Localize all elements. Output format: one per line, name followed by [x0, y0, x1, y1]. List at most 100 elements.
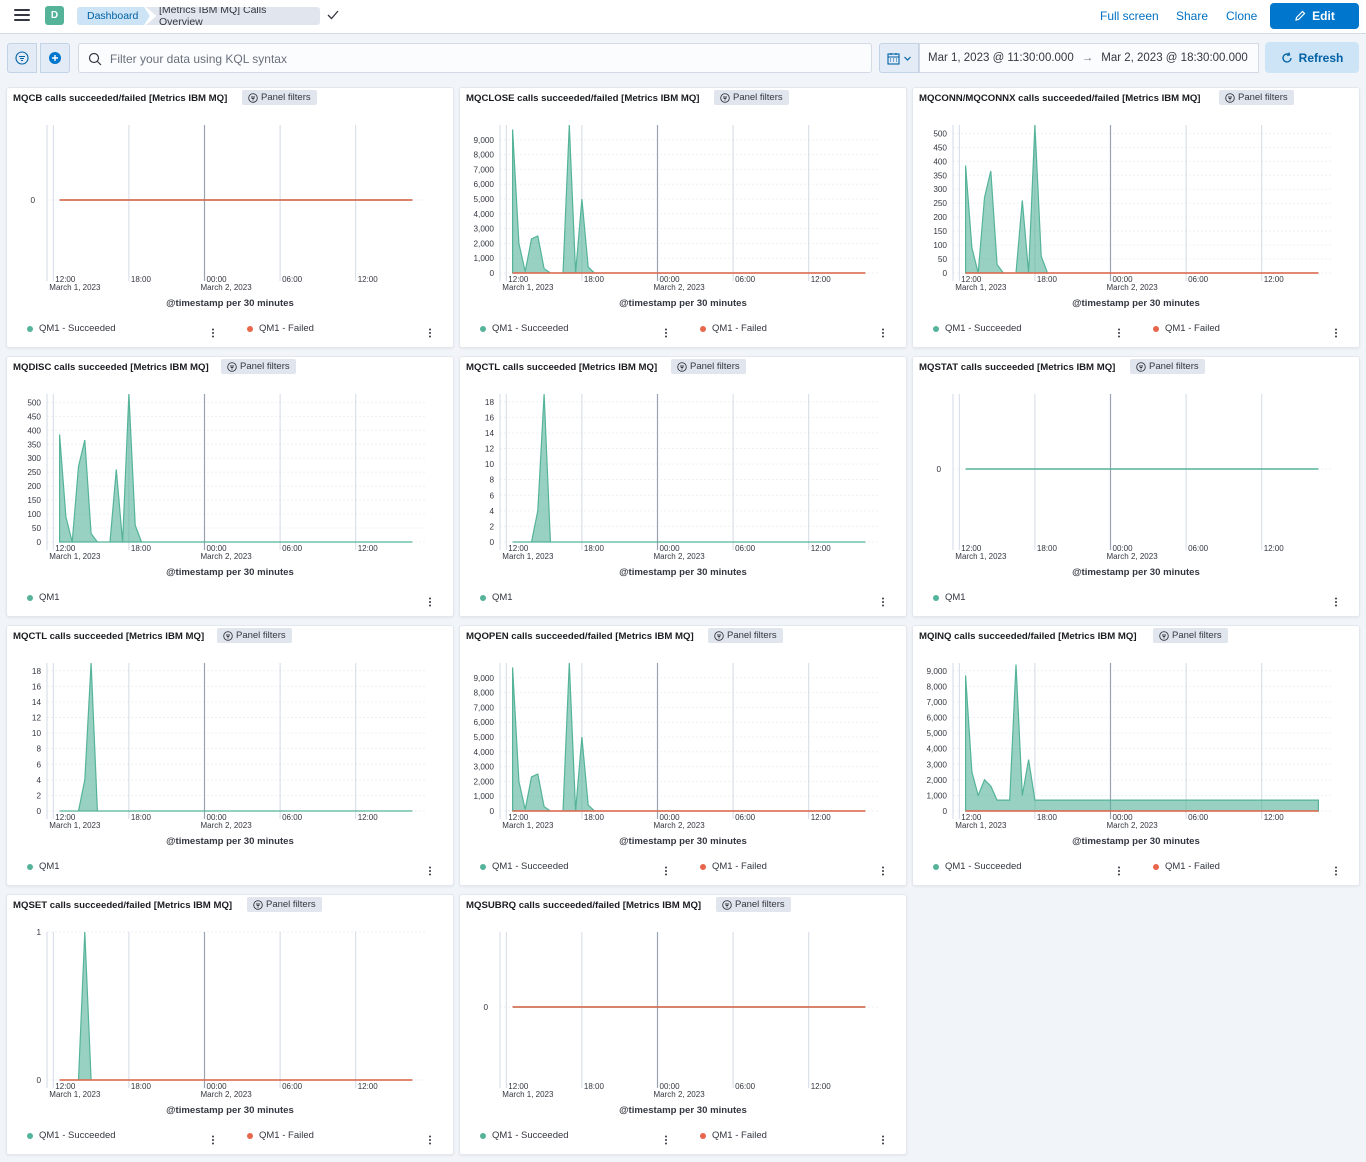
- series-area-succeeded[interactable]: [59, 931, 413, 1081]
- legend-options-kebab-icon[interactable]: [880, 863, 886, 876]
- x-subtick-label: March 2, 2023: [1107, 283, 1159, 292]
- x-tick-label: 12:00: [55, 544, 76, 553]
- y-tick-label: 0: [483, 1003, 488, 1012]
- legend-item-succeeded[interactable]: QM1: [933, 592, 966, 603]
- x-subtick-label: March 2, 2023: [1107, 552, 1159, 561]
- x-tick-label: 12:00: [811, 544, 832, 553]
- legend-label: QM1 - Failed: [712, 1130, 767, 1141]
- legend-options-kebab-icon[interactable]: [880, 325, 886, 338]
- legend-item-succeeded[interactable]: QM1 - Succeeded: [933, 861, 1022, 872]
- legend-options-kebab-icon[interactable]: [210, 325, 216, 338]
- legend-options-kebab-icon[interactable]: [880, 1132, 886, 1145]
- space-avatar[interactable]: D: [45, 6, 64, 25]
- legend-item-succeeded[interactable]: QM1 - Succeeded: [27, 323, 116, 334]
- refresh-button[interactable]: Refresh: [1265, 42, 1359, 73]
- y-tick-label: 9,000: [474, 674, 495, 683]
- y-tick-label: 100: [27, 510, 41, 519]
- legend-options-kebab-icon[interactable]: [663, 863, 669, 876]
- y-tick-label: 7,000: [927, 698, 948, 707]
- search-icon: [88, 52, 102, 66]
- panel-filters-badge[interactable]: Panel filters: [242, 90, 317, 105]
- legend-options-kebab-icon[interactable]: [1333, 863, 1339, 876]
- legend-options-kebab-icon[interactable]: [663, 325, 669, 338]
- y-tick-label: 2,000: [927, 776, 948, 785]
- panel-filters-badge[interactable]: Panel filters: [716, 897, 791, 912]
- x-tick-label: 12:00: [961, 275, 982, 284]
- legend-item-succeeded[interactable]: QM1 - Succeeded: [480, 323, 569, 334]
- x-subtick-label: March 2, 2023: [654, 1090, 706, 1099]
- panel-filters-label: Panel filters: [1238, 92, 1288, 103]
- legend-item-succeeded[interactable]: QM1: [27, 861, 60, 872]
- panel-filters-badge[interactable]: Panel filters: [671, 359, 746, 374]
- add-filter-button[interactable]: [40, 43, 70, 73]
- x-tick-label: 06:00: [735, 275, 756, 284]
- panel-filters-badge[interactable]: Panel filters: [217, 628, 292, 643]
- y-tick-label: 16: [32, 682, 42, 691]
- legend-options-kebab-icon[interactable]: [427, 863, 433, 876]
- panel-filters-badge[interactable]: Panel filters: [708, 628, 783, 643]
- series-area-succeeded[interactable]: [59, 662, 413, 812]
- y-tick-label: 500: [27, 398, 41, 407]
- legend-options-kebab-icon[interactable]: [1333, 325, 1339, 338]
- legend-item-failed[interactable]: QM1 - Failed: [247, 323, 314, 334]
- legend-item-succeeded[interactable]: QM1 - Succeeded: [480, 1130, 569, 1141]
- legend-item-succeeded[interactable]: QM1: [27, 592, 60, 603]
- legend-item-succeeded[interactable]: QM1: [480, 592, 513, 603]
- legend-options-kebab-icon[interactable]: [210, 1132, 216, 1145]
- panel-filters-badge[interactable]: Panel filters: [714, 90, 789, 105]
- legend-options-kebab-icon[interactable]: [663, 1132, 669, 1145]
- hamburger-menu-icon[interactable]: [14, 9, 30, 23]
- breadcrumb-dashboard[interactable]: Dashboard: [77, 7, 150, 25]
- x-tick-label: 06:00: [282, 813, 303, 822]
- legend-item-succeeded[interactable]: QM1 - Succeeded: [933, 323, 1022, 334]
- legend-options-kebab-icon[interactable]: [880, 594, 886, 607]
- legend-item-failed[interactable]: QM1 - Failed: [700, 323, 767, 334]
- panel-filters-badge[interactable]: Panel filters: [1153, 628, 1228, 643]
- x-tick-label: 00:00: [660, 1082, 681, 1091]
- legend-label: QM1 - Succeeded: [492, 861, 569, 872]
- x-tick-label: 12:00: [1264, 275, 1285, 284]
- y-tick-label: 10: [32, 729, 42, 738]
- panel-filters-badge[interactable]: Panel filters: [1130, 359, 1205, 374]
- legend-item-failed[interactable]: QM1 - Failed: [1153, 861, 1220, 872]
- legend-options-kebab-icon[interactable]: [1333, 594, 1339, 607]
- legend-item-failed[interactable]: QM1 - Failed: [1153, 323, 1220, 334]
- x-tick-label: 12:00: [508, 1082, 529, 1091]
- legend-item-succeeded[interactable]: QM1 - Succeeded: [480, 861, 569, 872]
- full-screen-link[interactable]: Full screen: [1100, 9, 1159, 23]
- legend-item-failed[interactable]: QM1 - Failed: [700, 1130, 767, 1141]
- series-area-succeeded[interactable]: [965, 664, 1319, 812]
- y-tick-label: 6: [36, 760, 41, 769]
- series-area-succeeded[interactable]: [59, 393, 413, 543]
- legend-options-kebab-icon[interactable]: [1116, 325, 1122, 338]
- legend-options-kebab-icon[interactable]: [427, 1132, 433, 1145]
- x-tick-label: 18:00: [584, 813, 605, 822]
- clone-link[interactable]: Clone: [1226, 9, 1258, 23]
- legend-color-dot-icon: [933, 594, 939, 601]
- share-link[interactable]: Share: [1176, 9, 1209, 23]
- panel-title: MQCLOSE calls succeeded/failed [Metrics …: [466, 93, 700, 104]
- y-tick-label: 300: [27, 454, 41, 463]
- x-tick-label: 18:00: [584, 1082, 605, 1091]
- legend-options-kebab-icon[interactable]: [1116, 863, 1122, 876]
- legend-item-failed[interactable]: QM1 - Failed: [700, 861, 767, 872]
- date-start[interactable]: Mar 1, 2023 @ 11:30:00.000: [928, 52, 1074, 64]
- saved-query-button[interactable]: [7, 43, 37, 73]
- quick-date-menu-button[interactable]: [879, 43, 919, 73]
- legend-item-succeeded[interactable]: QM1 - Succeeded: [27, 1130, 116, 1141]
- panel-filters-badge[interactable]: Panel filters: [221, 359, 296, 374]
- x-subtick-label: March 1, 2023: [49, 283, 101, 292]
- panel-filters-badge[interactable]: Panel filters: [1219, 90, 1294, 105]
- legend-options-kebab-icon[interactable]: [427, 594, 433, 607]
- date-end[interactable]: Mar 2, 2023 @ 18:30:00.000: [1101, 52, 1248, 64]
- kql-search-input[interactable]: Filter your data using KQL syntax: [78, 43, 872, 73]
- legend-options-kebab-icon[interactable]: [427, 325, 433, 338]
- checkmark-icon: [327, 10, 339, 20]
- panel-filters-badge[interactable]: Panel filters: [247, 897, 322, 912]
- legend-color-dot-icon: [480, 1132, 486, 1139]
- edit-button[interactable]: Edit: [1270, 3, 1359, 29]
- series-area-succeeded[interactable]: [512, 393, 866, 543]
- legend-item-failed[interactable]: QM1 - Failed: [247, 1130, 314, 1141]
